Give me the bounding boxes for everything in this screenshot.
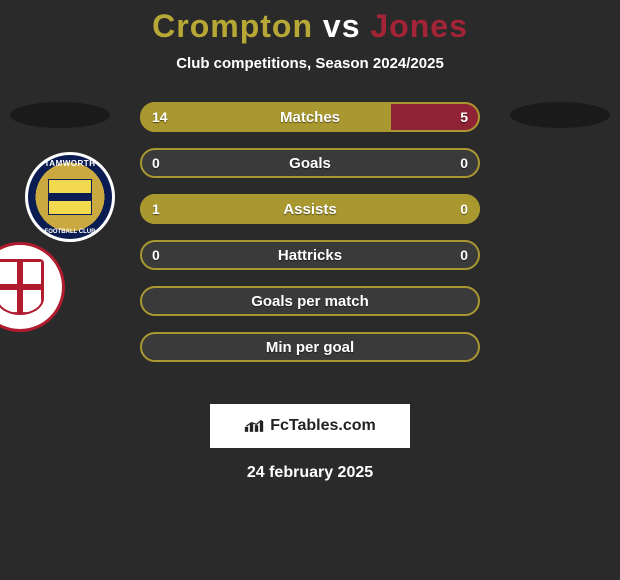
- bar-label: Min per goal: [140, 332, 480, 362]
- title-right: Jones: [370, 8, 467, 44]
- page-title: Crompton vs Jones: [0, 0, 620, 45]
- badge-shield-icon: [48, 179, 92, 215]
- team-badge-right: [0, 242, 65, 332]
- bar-label: Goals per match: [140, 286, 480, 316]
- badge-shield-icon: [0, 259, 44, 315]
- chart-icon: [244, 419, 264, 433]
- snapshot-date: 24 february 2025: [0, 464, 620, 482]
- player-shadow-right: [510, 102, 610, 128]
- bar-label: Goals: [140, 148, 480, 178]
- subtitle: Club competitions, Season 2024/2025: [0, 55, 620, 72]
- player-shadow-left: [10, 102, 110, 128]
- title-vs: vs: [323, 8, 361, 44]
- bar-label: Assists: [140, 194, 480, 224]
- bar-label: Hattricks: [140, 240, 480, 270]
- bar-label: Matches: [140, 102, 480, 132]
- watermark: FcTables.com: [210, 404, 410, 448]
- title-left: Crompton: [152, 8, 313, 44]
- stat-bar: 145Matches: [140, 102, 480, 132]
- stat-bar: 10Assists: [140, 194, 480, 224]
- stat-bars: 145Matches 00Goals 10Assists 00Hattricks Goa…: [140, 102, 480, 378]
- team-badge-left: [25, 152, 115, 242]
- stat-bar: Min per goal: [140, 332, 480, 362]
- stat-bar: 00Hattricks: [140, 240, 480, 270]
- stat-bar: Goals per match: [140, 286, 480, 316]
- watermark-text: FcTables.com: [270, 417, 376, 435]
- stat-bar: 00Goals: [140, 148, 480, 178]
- comparison-chart: 145Matches 00Goals 10Assists 00Hattricks Goa…: [0, 102, 620, 402]
